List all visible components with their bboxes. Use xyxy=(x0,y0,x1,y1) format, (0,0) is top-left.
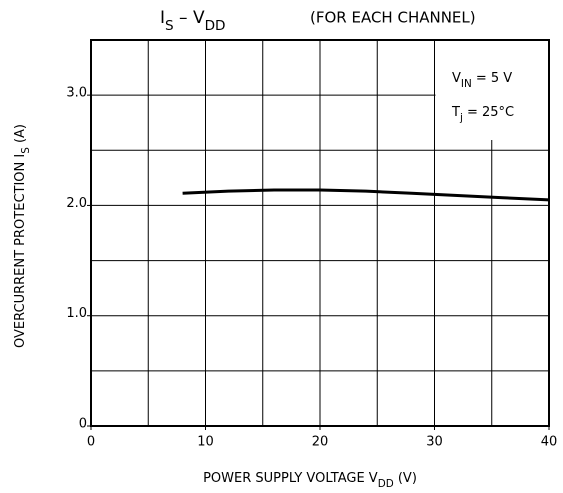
annotation: Tj = 25°C xyxy=(451,105,514,125)
chart-title-part: – V xyxy=(174,8,205,28)
x-tick-label: 30 xyxy=(426,435,443,450)
annotation-part: = 25°C xyxy=(463,105,514,120)
x-axis-label-part: DD xyxy=(378,478,394,490)
x-tick-label: 20 xyxy=(312,435,329,450)
annotation-box xyxy=(435,40,549,140)
x-tick-label: 0 xyxy=(87,435,95,450)
x-axis-label-part: (V) xyxy=(394,471,417,486)
annotation: VIN = 5 V xyxy=(452,71,512,91)
chart-title-part: I xyxy=(160,8,165,28)
y-tick-label: 1.0 xyxy=(66,306,87,321)
y-tick-label: 3.0 xyxy=(66,86,87,101)
chart-title-part: S xyxy=(165,18,174,34)
chart-title: IS – VDD xyxy=(160,8,226,34)
x-axis-label-part: POWER SUPPLY VOLTAGE V xyxy=(203,471,378,486)
annotation-part: = 5 V xyxy=(472,71,513,86)
chart-title-part: DD xyxy=(205,18,226,34)
data-line xyxy=(182,188,550,202)
x-tick-label: 10 xyxy=(197,435,214,450)
x-axis-label: POWER SUPPLY VOLTAGE VDD (V) xyxy=(203,471,417,491)
chart-subtitle: (FOR EACH CHANNEL) xyxy=(310,9,476,27)
y-axis-label: OVERCURRENT PROTECTION IS (A) xyxy=(13,124,33,348)
annotation-part: IN xyxy=(461,78,472,90)
y-axis-label-part: (A) xyxy=(13,124,28,147)
x-tick-label: 40 xyxy=(541,435,558,450)
y-tick-label: 0 xyxy=(79,417,87,432)
annotation-part: j xyxy=(459,112,463,124)
y-axis-label-part: OVERCURRENT PROTECTION I xyxy=(13,154,28,348)
annotation-part: V xyxy=(452,71,461,86)
y-axis-label-part: S xyxy=(20,147,32,154)
annotation-part: T xyxy=(451,105,460,120)
y-tick-label: 2.0 xyxy=(66,196,87,211)
